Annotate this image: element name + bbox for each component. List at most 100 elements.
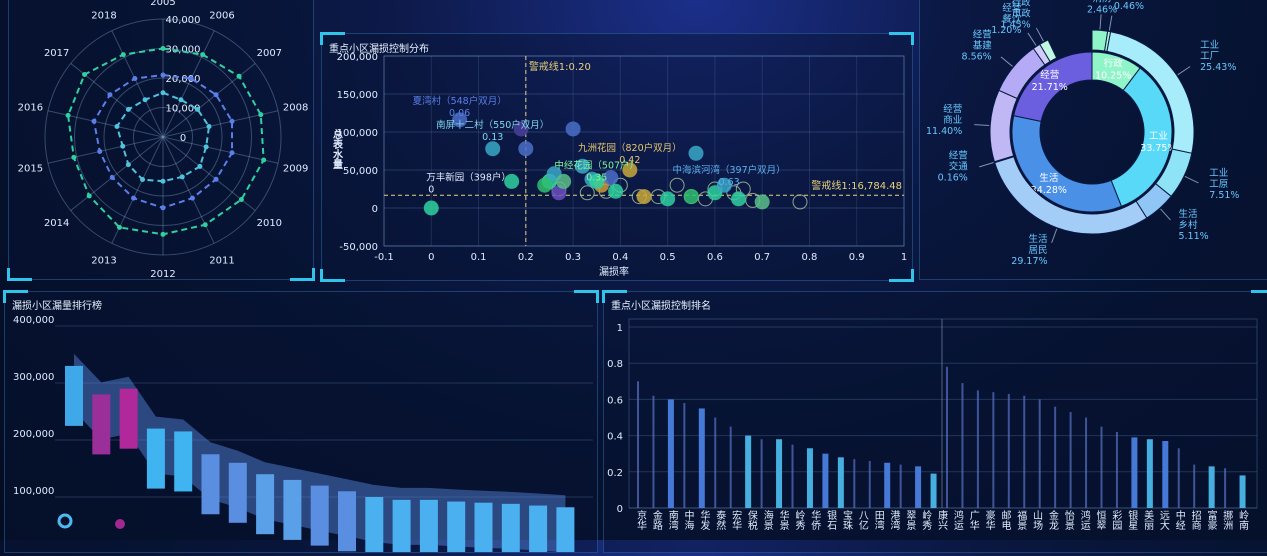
scatter-x-tick: 0.7 — [754, 252, 770, 263]
control-bar — [915, 466, 922, 508]
panel-corner — [320, 32, 345, 45]
radar-point — [120, 52, 126, 58]
control-bar — [868, 460, 871, 508]
pie-chart: 行政10.25%工业33.75%生活34.28%经营21.71%行政消防2.46… — [926, 0, 1239, 267]
scatter-x-tick: -0.1 — [374, 252, 394, 263]
ranking-chart: 100,000 200,000 300,000 400,000 — [13, 315, 593, 556]
scatter-y-tick: 0 — [372, 204, 378, 215]
control-category-label: 翠景 — [904, 510, 916, 530]
pie-leader-line — [1027, 32, 1037, 46]
radar-spoke — [162, 30, 215, 138]
scatter-point — [716, 177, 732, 193]
pie-outer-label: 行政 — [1012, 0, 1032, 8]
radar-point — [86, 193, 92, 199]
radar-tick-label: 10,000 — [166, 104, 201, 115]
control-y-tick: 0.8 — [607, 359, 623, 370]
ranking-bar — [365, 497, 384, 556]
control-bar — [1115, 431, 1118, 508]
ranking-y-tick: 300,000 — [13, 372, 54, 383]
pie-outer-label: 基建 — [973, 39, 993, 51]
pie-inner-value: 34.28% — [1031, 185, 1067, 196]
scatter-warning-hlabel: 警戒线1:16,784.48 — [811, 179, 902, 192]
control-category-label: 京华 — [635, 509, 647, 531]
pie-inner-value: 33.75% — [1140, 143, 1176, 154]
control-bar — [1177, 448, 1180, 508]
ranking-bar — [65, 365, 83, 426]
control-bar — [652, 395, 655, 508]
control-y-tick: 1 — [617, 323, 623, 334]
control-category-label: 富豪 — [1205, 509, 1217, 530]
radar-point — [195, 106, 201, 112]
pie-leader-line — [979, 161, 994, 168]
control-category-label: 保税 — [745, 509, 757, 531]
radar-point — [97, 148, 103, 154]
scatter-point — [556, 173, 572, 189]
panel-corner — [602, 290, 627, 303]
control-category-label: 宏华 — [730, 509, 742, 531]
control-category-label: 华发 — [698, 509, 710, 531]
pie-leader-line — [1108, 15, 1113, 31]
scatter-point — [636, 189, 652, 205]
control-bar — [1146, 439, 1153, 508]
pie-leader-line — [1184, 176, 1199, 184]
control-category-label: 华景 — [777, 509, 789, 530]
scatter-x-tick: 1 — [901, 252, 907, 263]
pie-outer-label: 工原 — [1209, 179, 1228, 190]
radar-point — [125, 106, 131, 112]
panel-corner — [320, 269, 345, 282]
control-y-tick: 0.2 — [607, 468, 623, 479]
control-bar — [961, 383, 964, 508]
ranking-bar — [92, 394, 111, 455]
radar-point — [140, 177, 146, 183]
control-y-tick: 0.4 — [607, 432, 623, 443]
radar-spoke — [111, 30, 164, 138]
ranking-y-tick: 400,000 — [13, 315, 54, 326]
pie-outer-label: 印染 — [1114, 0, 1134, 1]
scatter-chart: -50,000 0 50,000 100,000 150,000 200,000 -0.1 0… — [331, 52, 908, 278]
scatter-x-tick: 0.9 — [849, 252, 865, 263]
control-category-label: 鸿运 — [1078, 509, 1090, 531]
pie-outer-value: 0.46% — [1114, 1, 1144, 12]
scatter-warning-vlabel: 警戒线1:0.20 — [529, 60, 591, 73]
control-category-label: 金龙 — [1047, 509, 1059, 530]
control-bar — [806, 448, 813, 508]
radar-category-label: 2015 — [18, 163, 43, 174]
control-category-label: 岭秀 — [793, 509, 805, 531]
radar-point — [160, 178, 166, 184]
radar-point — [82, 71, 88, 77]
scatter-x-label: 漏损率 — [599, 265, 629, 278]
control-category-label: 福景 — [1015, 509, 1027, 530]
radar-spoke — [70, 136, 164, 211]
control-category-label: 鸿运 — [951, 509, 963, 531]
control-bar — [976, 390, 979, 508]
ranking-bar — [174, 431, 193, 492]
pie-leader-line — [1051, 228, 1058, 244]
pie-outer-value: 11.40% — [926, 126, 962, 137]
radar-tick-label: 30,000 — [166, 45, 201, 56]
ranking-bar — [529, 505, 548, 556]
control-category-label: 康兴 — [936, 509, 948, 531]
pie-outer-label: 消防 — [1093, 0, 1113, 4]
pie-outer-label: 经营 — [943, 103, 962, 115]
control-bar — [1162, 441, 1169, 508]
radar-point — [213, 92, 219, 98]
radar-category-label: 2006 — [209, 10, 234, 21]
scatter-point — [485, 141, 501, 157]
scatter-y-label: 总表水量 — [331, 128, 344, 169]
pie-outer-value: 7.51% — [1209, 190, 1239, 201]
pie-inner-slice — [1013, 51, 1093, 122]
scatter-point — [754, 194, 770, 210]
radar-tick-label: 40,000 — [166, 15, 201, 26]
radar-point — [109, 174, 115, 180]
control-plot-frame — [628, 318, 1258, 509]
pie-outer-label: 经营 — [973, 28, 992, 40]
control-bar — [791, 444, 794, 508]
scatter-x-tick: 0.8 — [802, 252, 818, 263]
scatter-point — [731, 191, 747, 207]
pie-outer-label: 生活 — [1178, 208, 1198, 220]
ranking-bar — [256, 474, 275, 535]
ranking-bar — [392, 499, 411, 556]
pie-leader-line — [1177, 66, 1191, 76]
pie-inner-slice — [1011, 115, 1123, 213]
radar-point — [65, 112, 71, 118]
